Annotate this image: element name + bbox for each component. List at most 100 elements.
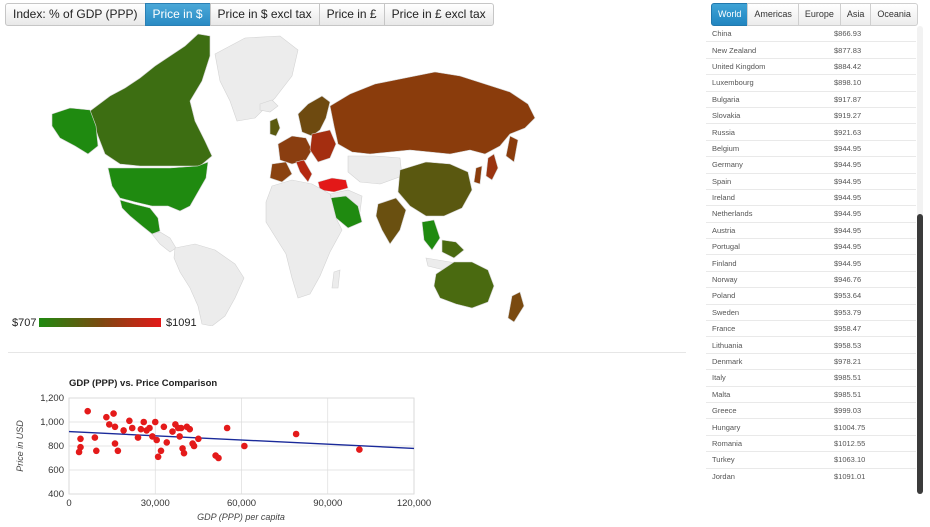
map-china[interactable]	[397, 161, 473, 217]
data-point	[111, 440, 119, 447]
data-point	[114, 447, 122, 455]
map-africa[interactable]	[265, 179, 343, 299]
country-name: Germany	[712, 160, 743, 170]
tab-world[interactable]: World	[711, 3, 749, 26]
country-price: $877.83	[834, 45, 862, 55]
country-price: $944.95	[834, 258, 862, 268]
map-japan[interactable]	[485, 153, 499, 181]
data-point	[215, 454, 222, 462]
country-name: Slovakia	[712, 111, 741, 121]
price-usd-button[interactable]: Price in $	[144, 3, 211, 26]
country-name: China	[712, 29, 732, 39]
list-item[interactable]: Sweden $953.79	[706, 305, 916, 322]
data-point	[154, 453, 162, 461]
country-name: Norway	[712, 275, 738, 285]
price-list-scrollbar-thumb[interactable]	[917, 214, 923, 494]
index-gdp-button[interactable]: Index: % of GDP (PPP)	[5, 3, 146, 26]
list-item[interactable]: Malta $985.51	[706, 387, 916, 403]
country-price-list[interactable]: China $866.93 New Zealand $877.83 United Kin…	[706, 26, 916, 482]
map-russia[interactable]	[329, 71, 536, 155]
country-price: $917.87	[834, 94, 862, 104]
country-price: $985.51	[834, 389, 862, 399]
list-item[interactable]: China $866.93	[706, 26, 916, 43]
map-greenland[interactable]	[214, 35, 299, 122]
world-map[interactable]	[30, 26, 550, 326]
country-name: United Kingdom	[712, 61, 766, 71]
list-item[interactable]: Poland $953.64	[706, 288, 916, 305]
country-name: Portugal	[712, 242, 740, 252]
list-item[interactable]: Norway $946.76	[706, 272, 916, 289]
map-australia[interactable]	[433, 261, 495, 309]
tab-oceania[interactable]: Oceania	[870, 3, 918, 26]
map-south-america[interactable]	[173, 243, 245, 326]
data-point	[157, 447, 165, 455]
list-item[interactable]: Spain $944.95	[706, 174, 916, 190]
list-item[interactable]: Bulgaria $917.87	[706, 92, 916, 108]
map-se-asia[interactable]	[421, 219, 441, 251]
data-point	[176, 433, 183, 440]
map-italy[interactable]	[295, 159, 313, 183]
y-axis-ticks: 400 600 800 1,000 1,200	[40, 393, 64, 500]
data-point	[84, 407, 91, 415]
x-tick-label: 60,000	[227, 498, 256, 509]
y-tick-label: 800	[48, 441, 64, 452]
country-price: $978.21	[834, 357, 862, 366]
list-item[interactable]: Ireland $944.95	[706, 190, 916, 207]
map-eastern-europe[interactable]	[309, 129, 337, 163]
list-item[interactable]: New Zealand $877.83	[706, 42, 916, 59]
country-name: Luxembourg	[712, 78, 754, 88]
map-india[interactable]	[375, 197, 407, 245]
list-item[interactable]: Austria $944.95	[706, 223, 916, 240]
list-item[interactable]: Denmark $978.21	[706, 354, 916, 371]
list-item[interactable]: Slovakia $919.27	[706, 108, 916, 125]
country-name: Sweden	[712, 307, 740, 317]
data-point	[140, 418, 148, 426]
map-uk[interactable]	[269, 117, 281, 137]
tab-americas[interactable]: Americas	[747, 3, 799, 26]
data-point	[356, 446, 363, 453]
map-usa[interactable]	[107, 161, 209, 212]
gdp-price-scatter-chart: GDP (PPP) vs. Price Comparison 400 600 800…	[15, 378, 431, 522]
list-item[interactable]: Germany $944.95	[706, 157, 916, 174]
list-item[interactable]: Italy $985.51	[706, 370, 916, 387]
map-scandinavia[interactable]	[297, 95, 331, 137]
price-usd-excl-tax-button[interactable]: Price in $ excl tax	[209, 3, 320, 26]
map-alaska[interactable]	[51, 107, 99, 155]
tab-europe[interactable]: Europe	[797, 3, 841, 26]
data-point	[134, 434, 142, 441]
map-new-zealand[interactable]	[507, 291, 525, 323]
price-gbp-button[interactable]: Price in £	[318, 3, 385, 26]
list-item[interactable]: Luxembourg $898.10	[706, 75, 916, 92]
list-item[interactable]: Turkey $1063.10	[706, 452, 916, 469]
list-item[interactable]: Netherlands $944.95	[706, 206, 916, 223]
price-gbp-excl-tax-button[interactable]: Price in £ excl tax	[383, 3, 494, 26]
country-price: $944.95	[834, 209, 862, 219]
map-canada[interactable]	[89, 33, 213, 167]
x-axis-ticks: 0 30,000 60,000 90,000 120,000	[66, 498, 431, 509]
country-price: $1091.01	[834, 471, 866, 481]
chart-title: GDP (PPP) vs. Price Comparison	[69, 378, 217, 389]
list-item[interactable]: Russia $921.63	[706, 124, 916, 141]
list-item[interactable]: Romania $1012.55	[706, 436, 916, 453]
index-button-group: Index: % of GDP (PPP) Price in $ Price i…	[5, 3, 494, 26]
tab-asia[interactable]: Asia	[839, 3, 872, 26]
list-item[interactable]: United Kingdom $884.42	[706, 59, 916, 76]
country-name: Lithuania	[712, 340, 743, 350]
map-western-europe[interactable]	[277, 135, 313, 165]
list-item[interactable]: Finland $944.95	[706, 255, 916, 272]
map-mexico[interactable]	[119, 199, 161, 235]
country-price: $944.95	[834, 242, 862, 252]
list-item[interactable]: Hungary $1004.75	[706, 419, 916, 436]
map-iberia[interactable]	[269, 161, 293, 183]
list-item[interactable]: Belgium $944.95	[706, 141, 916, 158]
country-name: Finland	[712, 258, 737, 268]
country-price: $884.42	[834, 61, 862, 71]
trend-line-group	[68, 430, 415, 450]
list-item[interactable]: Lithuania $958.53	[706, 337, 916, 354]
country-price: $944.95	[834, 193, 862, 203]
list-item[interactable]: France $958.47	[706, 321, 916, 338]
list-item[interactable]: Portugal $944.95	[706, 239, 916, 256]
data-point	[292, 430, 300, 438]
list-item[interactable]: Greece $999.03	[706, 403, 916, 420]
list-item[interactable]: Jordan $1091.01	[706, 469, 916, 482]
